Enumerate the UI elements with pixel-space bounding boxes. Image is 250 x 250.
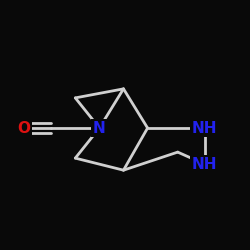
Text: NH: NH [192, 157, 218, 172]
Text: O: O [18, 120, 30, 136]
Text: N: N [93, 120, 106, 136]
Text: NH: NH [192, 120, 218, 136]
